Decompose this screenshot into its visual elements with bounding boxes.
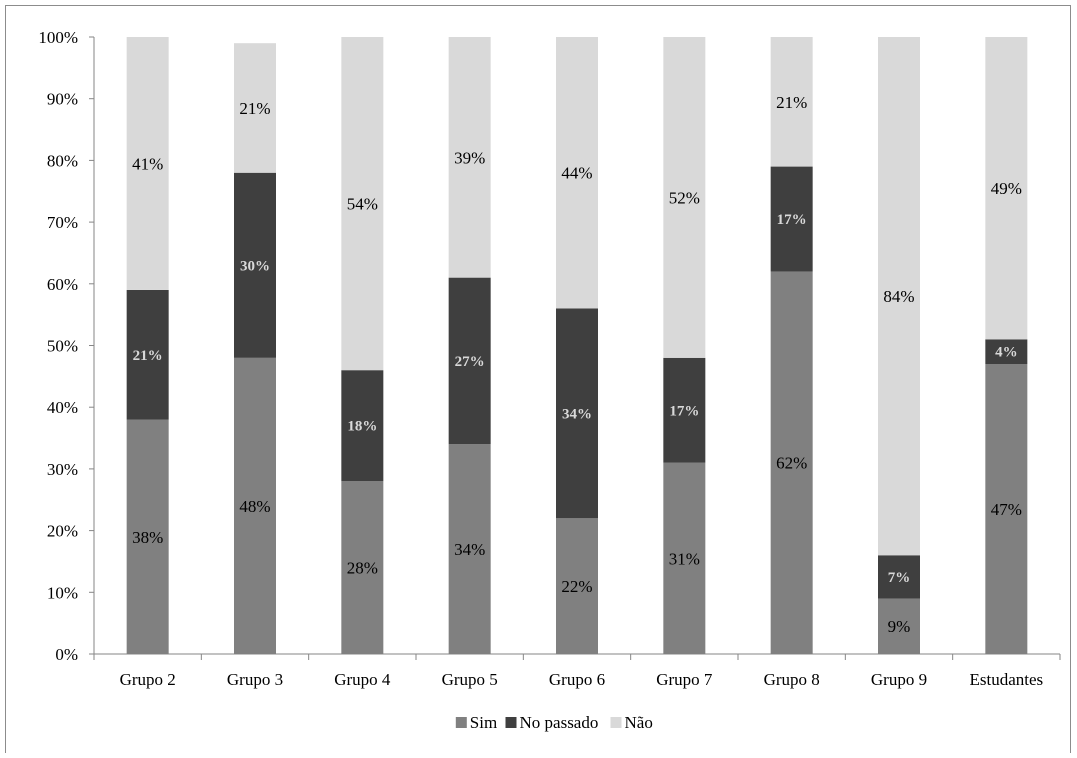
bar-segment [663, 37, 706, 358]
data-label: 49% [991, 179, 1022, 198]
bar-segment [663, 462, 706, 654]
y-tick-label: 40% [47, 398, 78, 417]
data-label: 22% [561, 577, 592, 596]
data-label: 4% [995, 345, 1018, 361]
bar-segment [448, 277, 491, 445]
x-category-label: Grupo 8 [764, 670, 820, 689]
y-tick-label: 20% [47, 522, 78, 541]
data-label: 34% [562, 406, 592, 422]
bar-segment [126, 419, 169, 654]
bar-segment [341, 370, 384, 482]
data-label: 30% [240, 258, 270, 274]
x-category-label: Grupo 5 [442, 670, 498, 689]
x-category-label: Grupo 6 [549, 670, 605, 689]
y-tick-label: 60% [47, 275, 78, 294]
bar-segment [770, 271, 813, 654]
bar-segment [234, 172, 276, 358]
y-tick-label: 10% [47, 583, 78, 602]
data-label: 41% [132, 154, 163, 173]
bar-segment [556, 518, 598, 654]
bar-segment [878, 598, 920, 654]
bar-segment [126, 37, 169, 290]
data-label: 28% [347, 559, 378, 578]
legend-label: No passado [520, 713, 599, 732]
data-label: 27% [455, 354, 485, 370]
bar-segment [234, 357, 276, 654]
data-label: 52% [669, 188, 700, 207]
x-category-label: Estudantes [970, 670, 1044, 689]
data-label: 84% [883, 287, 914, 306]
bar-segment [878, 555, 920, 599]
bar-segment [985, 37, 1028, 340]
data-label: 34% [454, 540, 485, 559]
data-label: 9% [888, 617, 911, 636]
bar-segment [878, 37, 920, 556]
bar-segment [126, 289, 169, 420]
y-tick-label: 30% [47, 460, 78, 479]
y-tick-label: 90% [47, 90, 78, 109]
data-label: 38% [132, 528, 163, 547]
data-label: 39% [454, 148, 485, 167]
data-label: 17% [777, 212, 807, 228]
x-category-label: Grupo 9 [871, 670, 927, 689]
data-label: 62% [776, 454, 807, 473]
legend-swatch [505, 717, 517, 728]
data-label: 17% [669, 403, 699, 419]
legend-label: Sim [470, 713, 497, 732]
bar-segment [663, 357, 706, 463]
legend-swatch [455, 717, 467, 728]
data-label: 21% [133, 348, 163, 364]
bar-segment [448, 37, 491, 278]
y-tick-label: 70% [47, 213, 78, 232]
data-label: 47% [991, 500, 1022, 519]
bar-segment [448, 444, 491, 654]
bar-segment [985, 364, 1028, 654]
x-category-label: Grupo 7 [656, 670, 713, 689]
y-tick-label: 50% [47, 337, 78, 356]
bar-segment [556, 37, 598, 309]
bar-segment [985, 339, 1028, 365]
data-label: 21% [776, 93, 807, 112]
bar-segment [556, 308, 598, 519]
x-category-label: Grupo 3 [227, 670, 283, 689]
y-tick-label: 0% [55, 645, 78, 664]
legend-label: Não [625, 713, 653, 732]
bar-segment [341, 481, 384, 654]
y-tick-label: 100% [38, 28, 78, 47]
data-label: 21% [239, 99, 270, 118]
y-tick-label: 80% [47, 151, 78, 170]
legend-swatch [610, 717, 622, 728]
bar-segment [770, 166, 813, 272]
bar-segment [770, 37, 813, 167]
data-label: 54% [347, 195, 378, 214]
data-label: 18% [347, 419, 377, 435]
bar-segment [234, 43, 276, 173]
bar-segment [341, 37, 384, 371]
data-label: 31% [669, 549, 700, 568]
data-label: 44% [561, 164, 592, 183]
x-category-label: Grupo 2 [120, 670, 176, 689]
data-label: 7% [888, 570, 911, 586]
data-label: 48% [239, 497, 270, 516]
x-category-label: Grupo 4 [334, 670, 391, 689]
